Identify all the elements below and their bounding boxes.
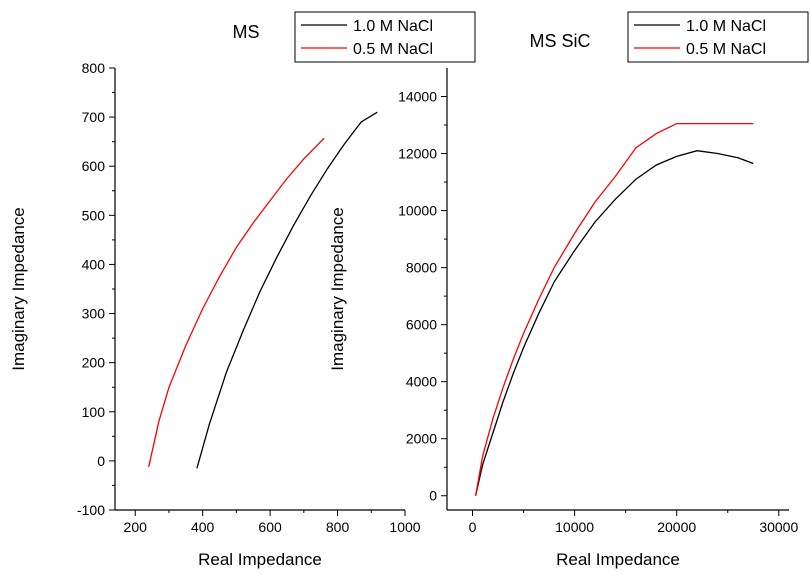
- y-tick-label: 0: [429, 488, 437, 504]
- chart-title: MS SiC: [529, 31, 590, 51]
- x-tick-label: 200: [124, 519, 148, 535]
- x-tick-label: 0: [469, 519, 477, 535]
- y-tick-label: 2000: [406, 431, 437, 447]
- y-tick-label: 0: [97, 453, 105, 469]
- y-tick-label: 14000: [398, 89, 437, 105]
- chart-panel-1: 200 400 600 800 1000 -100 0 100 200 300 400 500 600 7…: [9, 11, 476, 569]
- x-tick-label: 20000: [657, 519, 696, 535]
- legend-box: [294, 11, 476, 63]
- y-tick-label: 500: [82, 207, 106, 223]
- legend-box: [627, 11, 809, 63]
- legend-label: 0.5 M NaCl: [686, 41, 766, 58]
- legend: 1.0 M NaCl 0.5 M NaCl: [627, 11, 809, 63]
- x-axis-label: Real Impedance: [198, 550, 322, 569]
- x-tick-label: 600: [258, 519, 282, 535]
- x-tick-label: 10000: [555, 519, 594, 535]
- chart-title: MS: [233, 22, 260, 42]
- series-line-black: [196, 111, 378, 469]
- x-axis-label: Real Impedance: [556, 550, 680, 569]
- y-axis-label: Imaginary Impedance: [328, 207, 347, 370]
- y-tick-label: 4000: [406, 374, 437, 390]
- legend-label: 1.0 M NaCl: [353, 18, 433, 35]
- legend-label: 1.0 M NaCl: [686, 18, 766, 35]
- x-tick-label: 400: [191, 519, 215, 535]
- y-tick-label: 400: [82, 256, 106, 272]
- y-tick-label: 600: [82, 158, 106, 174]
- x-tick-label: 30000: [759, 519, 798, 535]
- series-line-red: [474, 122, 754, 496]
- series-line-black: [474, 150, 754, 496]
- y-tick-label: 6000: [406, 317, 437, 333]
- y-tick-label: 800: [82, 60, 106, 76]
- series-line-red: [148, 137, 325, 467]
- y-tick-label: 300: [82, 306, 106, 322]
- y-tick-label: -100: [77, 502, 105, 518]
- legend: 1.0 M NaCl 0.5 M NaCl: [294, 11, 476, 63]
- y-tick-label: 100: [82, 404, 106, 420]
- x-tick-label: 800: [326, 519, 350, 535]
- y-tick-label: 8000: [406, 260, 437, 276]
- y-tick-label: 200: [82, 355, 106, 371]
- chart-panel-2: 0 10000 20000 30000 0 2000 4000 6000 8000 10000 12…: [328, 11, 809, 569]
- legend-label: 0.5 M NaCl: [353, 41, 433, 58]
- y-tick-label: 12000: [398, 146, 437, 162]
- y-axis-label: Imaginary Impedance: [9, 207, 28, 370]
- y-tick-label: 700: [82, 109, 106, 125]
- y-tick-label: 10000: [398, 203, 437, 219]
- x-tick-label: 1000: [389, 519, 420, 535]
